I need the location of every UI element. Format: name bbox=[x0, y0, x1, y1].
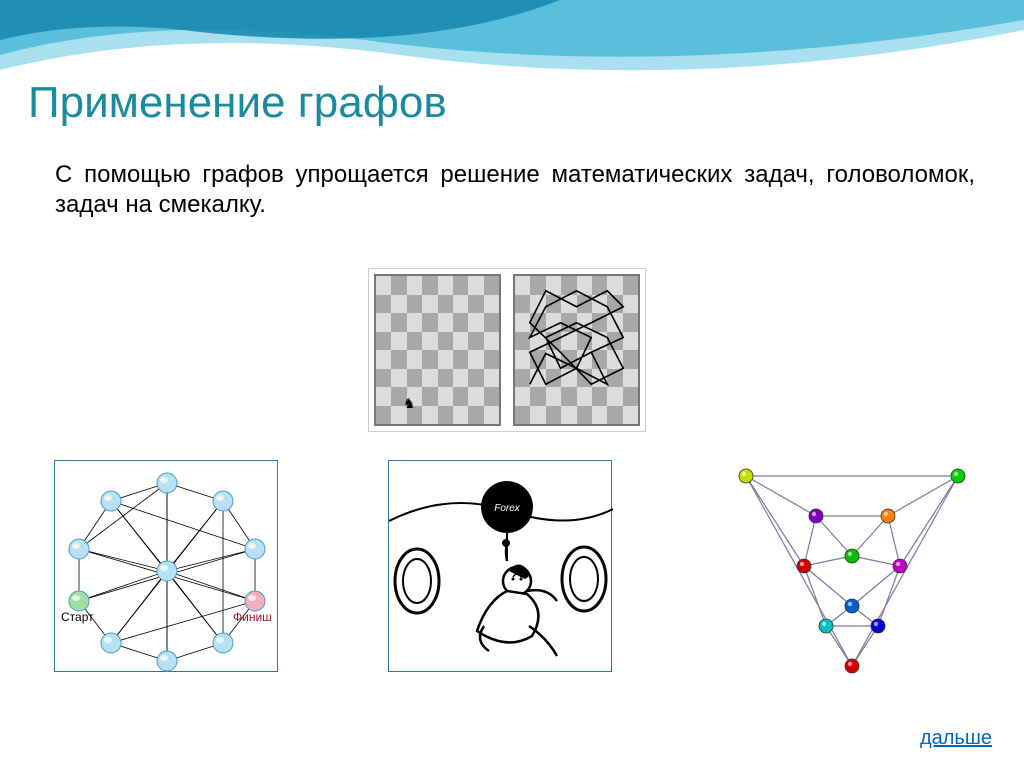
svg-text:Forex: Forex bbox=[494, 503, 521, 514]
cartoon-panel: Forex bbox=[388, 460, 612, 672]
cartoon-illustration: Forex bbox=[389, 461, 613, 673]
next-link[interactable]: дальше bbox=[920, 727, 992, 750]
svg-text:Старт: Старт bbox=[61, 610, 94, 624]
circle-graph-panel: Старт Финиш bbox=[54, 460, 278, 672]
svg-text:Финиш: Финиш bbox=[233, 610, 272, 624]
knight-tour-path bbox=[515, 276, 638, 399]
tetra-graph-panel bbox=[726, 456, 978, 676]
chess-knight-icon: ♞ bbox=[403, 395, 416, 412]
tetra-graph bbox=[726, 456, 978, 676]
slide-title: Применение графов bbox=[28, 78, 447, 128]
chess-panel: ♞ bbox=[368, 268, 646, 432]
body-text: С помощью графов упрощается решение мате… bbox=[55, 160, 975, 220]
circle-graph: Старт Финиш bbox=[55, 461, 279, 673]
